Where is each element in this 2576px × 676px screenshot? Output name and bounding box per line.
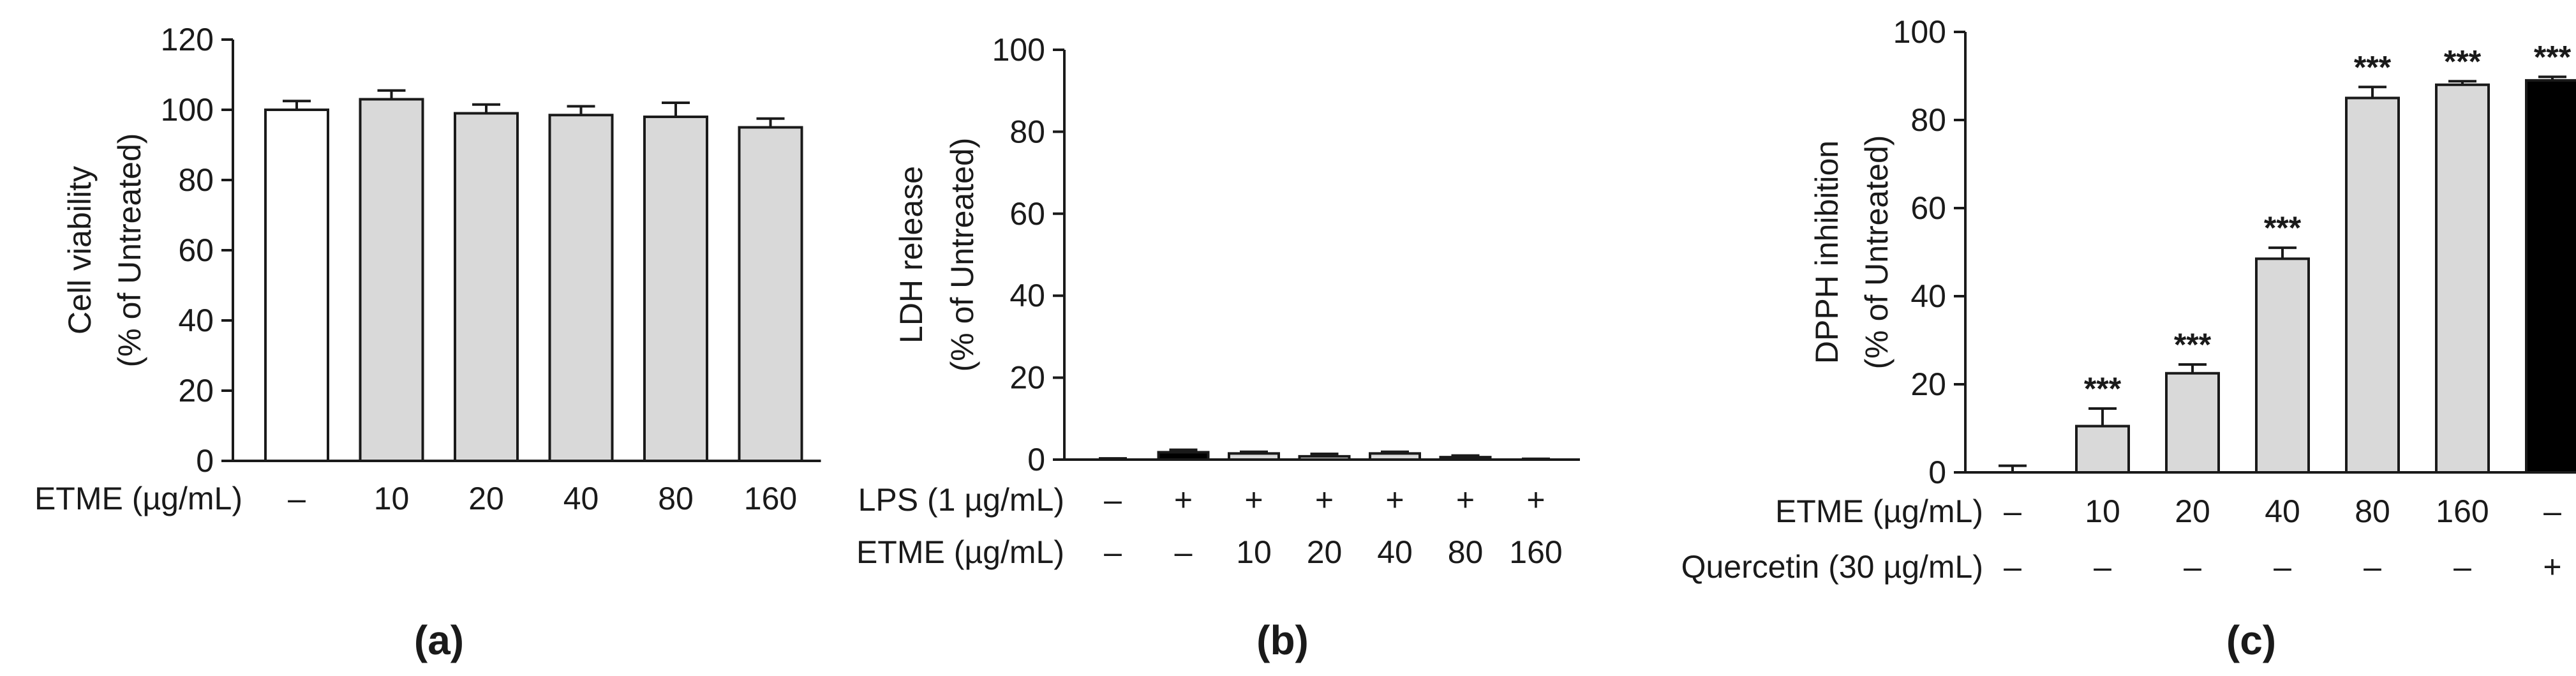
bar xyxy=(738,126,803,462)
y-tick-label: 60 xyxy=(178,232,214,268)
panel-label: (c) xyxy=(2226,617,2276,663)
condition-value: – xyxy=(288,481,306,516)
y-tick-label: 80 xyxy=(1009,114,1045,149)
condition-value: 10 xyxy=(1236,534,1272,570)
bar xyxy=(1228,452,1280,461)
bar xyxy=(1157,451,1210,461)
condition-value: – xyxy=(1175,534,1193,570)
y-axis-label: (% of Untreated) xyxy=(944,138,980,372)
y-tick-label: 80 xyxy=(1910,102,1946,138)
condition-value: + xyxy=(1174,482,1193,518)
condition-value: – xyxy=(1104,534,1122,570)
bar xyxy=(454,112,519,462)
y-axis-label: (% of Untreated) xyxy=(112,133,147,368)
significance-label: *** xyxy=(2084,371,2122,407)
bar xyxy=(2255,257,2310,474)
condition-value: 20 xyxy=(468,481,504,516)
bar xyxy=(264,109,329,462)
condition-value: – xyxy=(2453,549,2471,585)
condition-row-label: ETME (µg/mL) xyxy=(34,481,242,516)
significance-label: *** xyxy=(2264,210,2302,246)
panel-1: 0 20 40 60 80 100 120 Cell viability (% of Untre… xyxy=(34,22,821,663)
condition-value: 10 xyxy=(2085,493,2120,529)
bar xyxy=(643,116,708,462)
y-tick-label: 100 xyxy=(161,92,214,128)
condition-value: 10 xyxy=(374,481,410,516)
condition-value: 160 xyxy=(2436,493,2489,529)
condition-value: + xyxy=(1526,482,1545,518)
condition-value: – xyxy=(2184,549,2201,585)
y-tick-label: 0 xyxy=(196,443,214,479)
significance-label: *** xyxy=(2354,49,2392,85)
panel-2: 0 20 40 60 80 100 LDH release (% of Untreated) L… xyxy=(856,32,1580,663)
bar xyxy=(2075,424,2130,474)
bar xyxy=(1298,454,1351,462)
condition-value: – xyxy=(2004,549,2021,585)
y-tick-label: 20 xyxy=(1910,366,1946,402)
condition-value: + xyxy=(1244,482,1263,518)
condition-value: – xyxy=(2543,493,2561,529)
bar xyxy=(2525,79,2576,474)
condition-row-label: Quercetin (30 µg/mL) xyxy=(1681,549,1983,585)
y-tick-label: 40 xyxy=(1910,278,1946,314)
y-axis-label: (% of Untreated) xyxy=(1859,135,1895,370)
y-tick-label: 40 xyxy=(178,303,214,338)
y-axis-label: Cell viability xyxy=(62,166,98,334)
bar xyxy=(1439,456,1492,462)
y-tick-label: 0 xyxy=(1928,454,1946,490)
condition-value: + xyxy=(2543,549,2561,585)
bar xyxy=(1369,452,1421,461)
bar xyxy=(2435,83,2490,474)
condition-row-label: LPS (1 µg/mL) xyxy=(858,482,1064,518)
condition-value: 160 xyxy=(744,481,797,516)
y-tick-label: 0 xyxy=(1027,442,1045,477)
condition-value: + xyxy=(1385,482,1404,518)
condition-value: – xyxy=(2274,549,2291,585)
condition-value: 40 xyxy=(1377,534,1413,570)
significance-label: *** xyxy=(2444,43,2482,79)
significance-label: *** xyxy=(2174,327,2212,363)
condition-value: 160 xyxy=(1509,534,1562,570)
y-axis-label: LDH release xyxy=(893,166,929,343)
condition-row-label: ETME (µg/mL) xyxy=(1775,493,1983,529)
y-tick-label: 20 xyxy=(1009,360,1045,396)
panel-label: (b) xyxy=(1256,617,1309,663)
bar xyxy=(2345,96,2400,474)
condition-value: 80 xyxy=(2355,493,2390,529)
condition-value: – xyxy=(2364,549,2381,585)
condition-row-label: ETME (µg/mL) xyxy=(856,534,1064,570)
condition-value: 40 xyxy=(563,481,599,516)
condition-value: – xyxy=(2004,493,2021,529)
y-tick-label: 120 xyxy=(161,22,214,57)
panel-label: (a) xyxy=(414,617,464,663)
condition-value: 80 xyxy=(658,481,694,516)
condition-value: + xyxy=(1456,482,1475,518)
y-tick-label: 80 xyxy=(178,162,214,198)
bar xyxy=(548,114,614,462)
y-tick-label: 100 xyxy=(1893,14,1946,50)
y-tick-label: 20 xyxy=(178,373,214,409)
y-tick-label: 100 xyxy=(992,32,1045,68)
condition-value: – xyxy=(1104,482,1122,518)
condition-value: – xyxy=(2094,549,2111,585)
condition-value: 20 xyxy=(2175,493,2210,529)
condition-value: 20 xyxy=(1307,534,1343,570)
y-axis-label: DPPH inhibition xyxy=(1809,140,1845,364)
bar xyxy=(359,98,424,462)
condition-value: 40 xyxy=(2265,493,2300,529)
y-tick-label: 40 xyxy=(1009,278,1045,313)
y-tick-label: 60 xyxy=(1009,196,1045,232)
condition-value: 80 xyxy=(1448,534,1484,570)
bar xyxy=(2165,372,2220,474)
panel-3: 0 20 40 60 80 100 DPPH inhibition (% of Untreat… xyxy=(1681,14,2576,663)
y-tick-label: 60 xyxy=(1910,190,1946,226)
condition-value: + xyxy=(1315,482,1334,518)
significance-label: *** xyxy=(2534,39,2572,75)
